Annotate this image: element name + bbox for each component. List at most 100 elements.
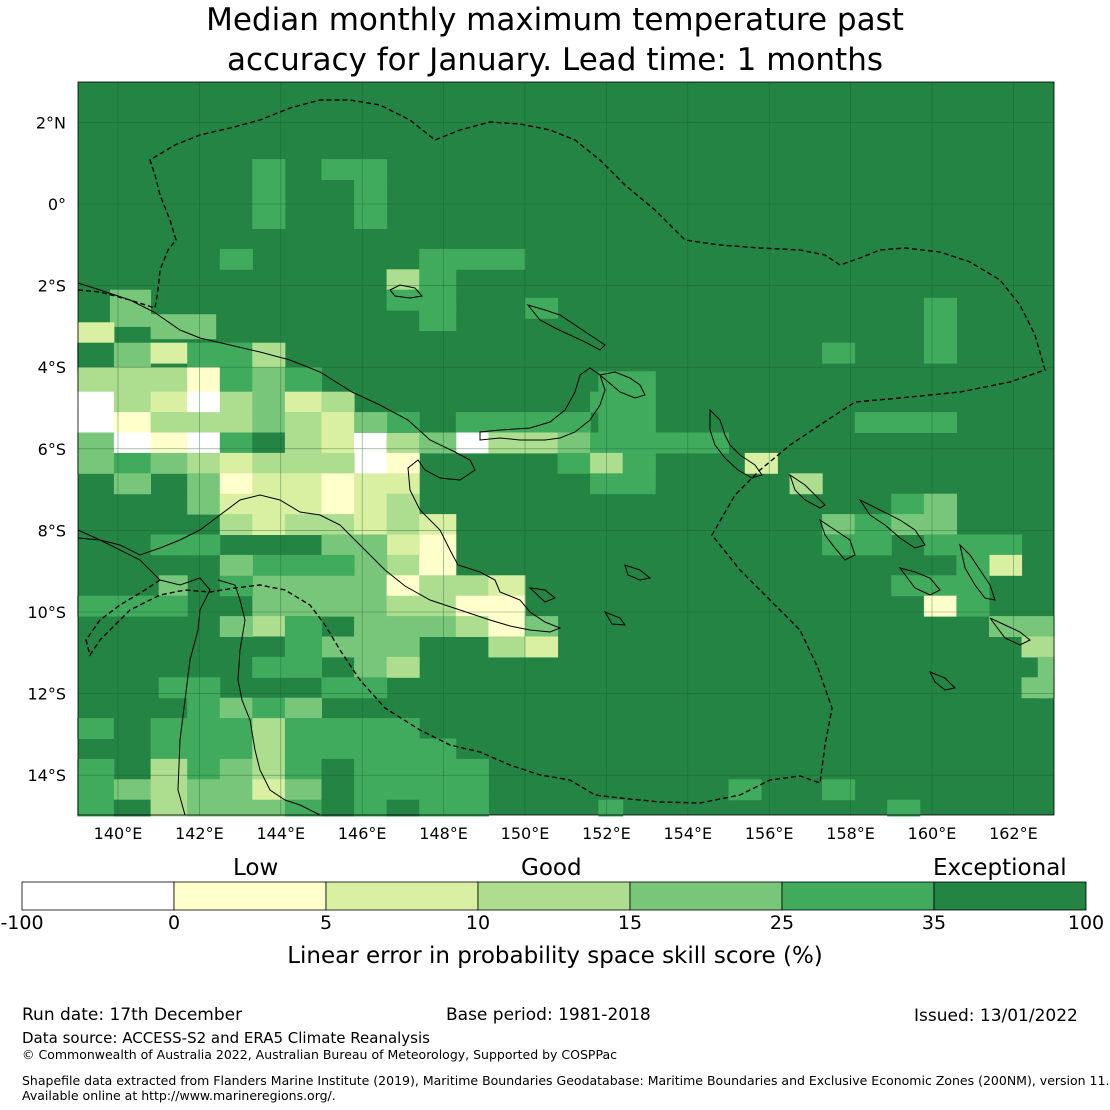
skill-cell — [386, 738, 457, 760]
skill-cell — [252, 758, 286, 780]
coastlines — [77, 282, 1031, 816]
skill-cell — [150, 779, 188, 801]
skill-cell — [252, 412, 286, 433]
colorbar-segment — [325, 881, 479, 911]
skill-cell — [956, 595, 990, 617]
skill-cell — [887, 799, 921, 817]
skill-cell — [419, 310, 457, 331]
skill-cell — [113, 391, 151, 413]
skill-cell — [891, 575, 925, 597]
lat-label: 8°S — [38, 521, 66, 540]
skill-cell — [822, 779, 856, 801]
skill-cell — [187, 367, 221, 393]
lon-label: 148°E — [419, 824, 468, 843]
coastline — [77, 537, 211, 816]
skill-cell — [419, 534, 457, 556]
skill-cell — [77, 758, 115, 780]
skill-cell — [488, 636, 526, 658]
skill-cell — [284, 412, 322, 433]
skill-cell — [219, 452, 253, 474]
coastline — [528, 587, 556, 603]
skill-cell — [321, 779, 355, 801]
tick-label: 15 — [617, 912, 643, 934]
skill-cell — [419, 248, 526, 270]
skill-cell — [219, 367, 253, 393]
lat-label: 0° — [48, 195, 66, 214]
skill-cell — [923, 412, 957, 433]
tick-label: 10 — [465, 912, 491, 934]
skill-cell — [590, 473, 656, 495]
skill-cell — [187, 697, 221, 719]
base-period: Base period: 1981-2018 — [446, 1005, 651, 1025]
skill-cell — [77, 432, 115, 454]
skill-cell — [113, 432, 151, 454]
skill-cell — [598, 799, 624, 817]
skill-cell — [219, 432, 253, 454]
skill-cell — [525, 432, 559, 454]
longitude-labels: 140°E 142°E 144°E 146°E 148°E 150°E 152°E 154°E… — [94, 824, 1038, 843]
skill-cell — [354, 595, 388, 617]
skill-cell — [252, 342, 286, 368]
skill-cell — [386, 595, 420, 617]
tick-label: 25 — [769, 912, 795, 934]
skill-cell — [77, 718, 115, 739]
skill-cell — [525, 412, 559, 433]
skill-cell — [321, 159, 388, 180]
skill-cell — [219, 514, 253, 535]
skill-cell — [187, 342, 253, 368]
skill-cell — [187, 718, 221, 739]
skill-cell — [150, 758, 188, 780]
skill-cell — [113, 452, 151, 474]
skill-cell — [77, 779, 115, 801]
skill-cell — [219, 616, 253, 637]
skill-cell — [113, 718, 151, 760]
colorbar-segment — [933, 881, 1087, 911]
skill-cell — [386, 636, 420, 658]
skill-cell — [455, 575, 489, 597]
skill-cell — [77, 367, 115, 393]
skill-cell — [354, 432, 388, 474]
skill-cell — [252, 514, 286, 535]
skill-cell — [321, 677, 355, 699]
skill-cell — [252, 575, 322, 597]
graticule — [78, 82, 1054, 815]
skill-cell — [354, 758, 388, 780]
skill-cell — [150, 718, 188, 739]
skill-cell — [989, 616, 1023, 637]
skill-cell — [187, 799, 253, 817]
skill-cell — [891, 514, 925, 535]
skill-cell — [923, 575, 957, 597]
shapefile-credit-2: Available online at http://www.marinereg… — [22, 1088, 336, 1103]
map-frame — [77, 81, 1055, 816]
skill-cell — [923, 297, 957, 364]
skill-cell — [455, 616, 489, 637]
skill-cell — [252, 595, 286, 617]
skill-cell — [321, 391, 355, 413]
skill-cell — [1037, 656, 1055, 678]
skill-cell — [284, 616, 322, 637]
skill-cell — [187, 432, 221, 454]
skill-cell — [284, 738, 388, 760]
lat-label: 2°N — [36, 113, 66, 132]
coastline — [217, 579, 321, 816]
lat-label: 2°S — [38, 277, 66, 296]
skill-cell — [150, 595, 188, 617]
eez-boundary — [77, 99, 1046, 804]
skill-cell — [284, 799, 322, 817]
skill-cell — [187, 738, 221, 760]
skill-cell — [252, 367, 286, 393]
skill-cell — [744, 452, 778, 474]
tick-label: -100 — [0, 912, 44, 934]
coastline — [598, 371, 646, 399]
title-line-1: Median monthly maximum temperature past — [206, 2, 904, 38]
skill-cell — [419, 514, 457, 535]
skill-cell — [488, 616, 526, 637]
skill-cell — [891, 493, 925, 515]
tick-label: 100 — [1067, 912, 1105, 934]
skill-cell — [284, 514, 355, 535]
colorbar-segment — [21, 881, 175, 911]
skill-cell — [354, 514, 388, 535]
skill-cell — [822, 342, 856, 364]
coastline — [898, 567, 941, 596]
coastline — [77, 282, 471, 461]
